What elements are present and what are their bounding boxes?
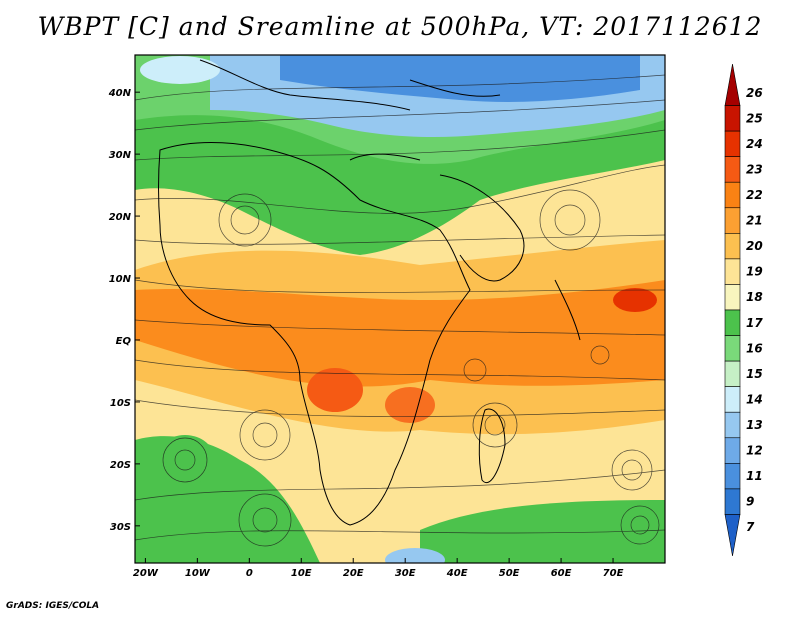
- x-axis: 20W 10W 0 10E 20E 30E 40E 50E 60E 70E: [133, 558, 624, 579]
- field-layer: [135, 55, 665, 563]
- x-tick-label: 20E: [343, 568, 364, 579]
- colorbar-swatch: [724, 63, 741, 106]
- colorbar-swatch: [724, 411, 741, 439]
- colorbar-label: 15: [746, 367, 763, 381]
- streamlines: [135, 74, 665, 547]
- colorbar-label: 21: [746, 214, 763, 228]
- map-title: WBPT [C] and Sreamline at 500hPa, VT: 20…: [37, 12, 763, 41]
- y-tick-label: 10N: [109, 274, 132, 285]
- colorbar-swatch: [724, 360, 741, 387]
- field-blue-south: [385, 548, 445, 563]
- colorbar-swatch: [724, 207, 741, 234]
- colorbar-label: 12: [746, 444, 763, 458]
- x-tick-label: 30E: [395, 568, 416, 579]
- colorbar-swatch: [724, 233, 741, 260]
- colorbar: 26 25 24 23 22 21 20 19 18 17 16 15 14 13 12 11 9 7: [724, 63, 763, 557]
- field-deepblue-north: [280, 55, 640, 102]
- grads-credit: GrADS: IGES/COLA: [6, 601, 100, 611]
- colorbar-label: 19: [746, 265, 763, 279]
- colorbar-label: 17: [746, 316, 763, 330]
- field-hotspot-1: [307, 368, 363, 412]
- y-tick-label: 20N: [109, 212, 132, 223]
- colorbar-label: 9: [746, 495, 754, 509]
- colorbar-swatch: [724, 514, 741, 557]
- colorbar-swatch: [724, 181, 741, 209]
- x-tick-label: 40E: [446, 568, 468, 579]
- y-tick-label: 40N: [108, 88, 132, 99]
- x-tick-label: 0: [246, 568, 253, 579]
- colorbar-swatch: [724, 488, 741, 515]
- colorbar-swatch: [724, 309, 741, 336]
- y-tick-label: EQ: [116, 336, 132, 347]
- colorbar-swatch: [724, 156, 741, 183]
- field-hotspot-3: [385, 387, 435, 423]
- coastlines: [158, 59, 581, 526]
- colorbar-label: 14: [746, 392, 763, 406]
- colorbar-label: 11: [746, 469, 763, 483]
- x-tick-label: 10W: [185, 568, 211, 579]
- colorbar-label: 13: [746, 418, 763, 432]
- colorbar-swatch: [724, 463, 741, 490]
- field-green-cyclone: [155, 435, 215, 485]
- x-tick-label: 60E: [551, 568, 572, 579]
- field-paleblue-nw: [140, 56, 220, 84]
- field-hot-band: [135, 280, 665, 387]
- colorbar-swatch: [724, 386, 741, 413]
- colorbar-swatch: [724, 130, 741, 157]
- colorbar-swatch: [724, 437, 741, 464]
- colorbar-label: 22: [746, 188, 763, 202]
- x-tick-label: 50E: [499, 568, 520, 579]
- x-tick-label: 20W: [133, 568, 159, 579]
- field-green-southeast: [420, 500, 665, 563]
- y-tick-label: 20S: [110, 460, 131, 471]
- y-axis: 40N 30N 20N 10N EQ 10S 20S 30S: [108, 88, 140, 533]
- plot-frame: [134, 54, 666, 564]
- x-tick-label: 10E: [291, 568, 312, 579]
- colorbar-label: 24: [746, 137, 763, 151]
- colorbar-swatch: [724, 284, 741, 311]
- colorbar-label: 16: [746, 341, 763, 355]
- colorbar-label: 23: [746, 162, 763, 176]
- field-hotspot-2: [613, 288, 657, 312]
- colorbar-label: 18: [746, 290, 763, 304]
- colorbar-swatch: [724, 105, 741, 132]
- y-tick-label: 10S: [110, 398, 131, 409]
- colorbar-label: 25: [746, 111, 763, 125]
- colorbar-swatch: [724, 335, 741, 362]
- x-tick-label: 70E: [603, 568, 624, 579]
- y-tick-label: 30S: [110, 522, 131, 533]
- colorbar-label: 20: [746, 239, 763, 253]
- colorbar-swatch: [724, 258, 741, 285]
- colorbar-label: 26: [746, 86, 763, 100]
- y-tick-label: 30N: [109, 150, 132, 161]
- colorbar-label: 7: [746, 520, 755, 534]
